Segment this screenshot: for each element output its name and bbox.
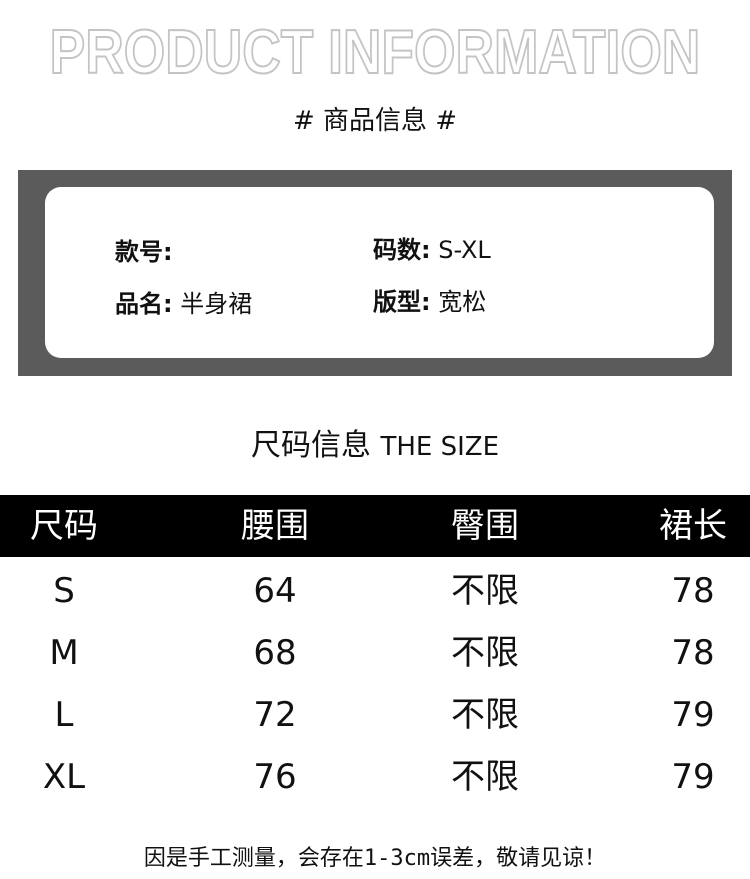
field-value: 半身裙 (180, 290, 253, 318)
section-title-size: 尺码信息 THE SIZE (0, 420, 750, 464)
table-cell: XL (42, 757, 86, 797)
table-row: S 64 不限 78 (0, 560, 750, 622)
table-cell: 78 (671, 633, 715, 673)
field-label: 款号: (115, 238, 173, 266)
table-cell: 76 (253, 757, 297, 797)
size-title-en: THE SIZE (380, 432, 500, 462)
header-cell: 腰围 (241, 506, 309, 546)
field-fit: 版型: 宽松 (373, 282, 486, 317)
field-label: 版型: (373, 288, 431, 316)
table-cell: 79 (671, 695, 715, 735)
table-cell: 68 (253, 633, 297, 673)
field-value: 宽松 (438, 288, 487, 316)
banner-title: PRODUCT INFORMATION (49, 18, 701, 87)
table-row: M 68 不限 78 (0, 622, 750, 684)
table-cell: 64 (253, 571, 297, 611)
table-cell: 72 (253, 695, 297, 735)
size-title-cn: 尺码信息 (250, 428, 371, 463)
field-style-no: 款号: (115, 232, 173, 267)
info-card: 款号: 码数: S-XL 品名: 半身裙 版型: 宽松 (45, 187, 714, 358)
header-cell: 尺码 (30, 506, 98, 546)
table-cell: 78 (671, 571, 715, 611)
field-value: S-XL (438, 236, 491, 264)
table-cell: S (53, 571, 75, 611)
section-title-product-info: # 商品信息 # (292, 106, 458, 136)
table-cell: 不限 (451, 571, 519, 611)
field-label: 码数: (373, 236, 431, 264)
size-table-header: 尺码 腰围 臀围 裙长 (0, 495, 750, 557)
field-label: 品名: (115, 290, 173, 318)
table-row: XL 76 不限 79 (0, 746, 750, 808)
field-sizes: 码数: S-XL (373, 230, 491, 265)
measurement-note: 因是手工测量，会存在1-3cm误差，敬请见谅！ (143, 846, 607, 871)
table-cell: 79 (671, 757, 715, 797)
table-cell: M (49, 633, 79, 673)
table-row: L 72 不限 79 (0, 684, 750, 746)
table-cell: 不限 (451, 695, 519, 735)
field-name: 品名: 半身裙 (115, 284, 252, 319)
header-cell: 裙长 (659, 506, 727, 546)
header-cell: 臀围 (451, 506, 519, 546)
table-cell: 不限 (451, 757, 519, 797)
table-cell: 不限 (451, 633, 519, 673)
info-frame: 款号: 码数: S-XL 品名: 半身裙 版型: 宽松 (18, 170, 732, 376)
table-cell: L (54, 695, 74, 735)
